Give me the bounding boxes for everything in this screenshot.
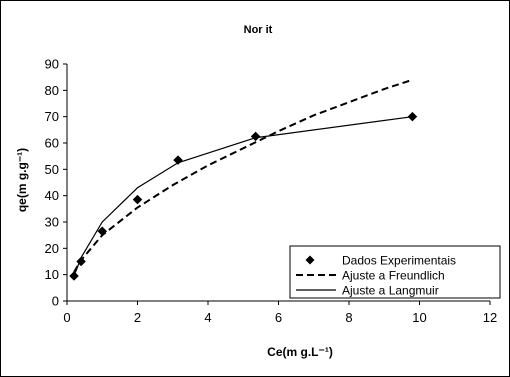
- y-tick-label: 30: [45, 215, 59, 230]
- data-point: [132, 194, 143, 205]
- x-tick-label: 6: [275, 310, 282, 325]
- y-axis-ticks: 0 10 20 30 40 50 60 70 80 90: [45, 57, 67, 309]
- y-tick-label: 80: [45, 83, 59, 98]
- x-tick-label: 0: [63, 310, 70, 325]
- data-point: [407, 111, 418, 122]
- y-axis-label: qe(m g.g⁻¹): [15, 148, 29, 212]
- data-point: [250, 131, 261, 142]
- data-point: [97, 226, 108, 237]
- legend-label: Ajuste a Langmuir: [342, 284, 439, 298]
- x-axis-ticks: 0 2 4 6 8 10 12: [63, 301, 497, 325]
- y-tick-label: 90: [45, 57, 59, 72]
- series-line-freundlich: [73, 78, 413, 273]
- legend-label: Dados Experimentais: [342, 254, 456, 268]
- series-markers: [69, 111, 418, 281]
- x-tick-label: 12: [483, 310, 497, 325]
- data-point: [173, 155, 183, 165]
- y-tick-label: 40: [45, 188, 59, 203]
- y-tick-label: 10: [45, 267, 59, 282]
- x-tick-label: 10: [412, 310, 426, 325]
- y-tick-label: 0: [52, 294, 59, 309]
- x-tick-label: 2: [134, 310, 141, 325]
- y-tick-label: 20: [45, 241, 59, 256]
- y-tick-label: 60: [45, 136, 59, 151]
- legend-marker: [305, 255, 315, 265]
- x-axis-label: Ce(m g.L⁻¹): [267, 345, 333, 359]
- legend-label: Ajuste a Freundlich: [342, 269, 445, 283]
- y-tick-label: 50: [45, 162, 59, 177]
- y-tick-label: 70: [45, 109, 59, 124]
- x-tick-label: 8: [345, 310, 352, 325]
- chart-title: Nor it: [244, 24, 273, 36]
- x-tick-label: 4: [204, 310, 211, 325]
- data-point: [69, 271, 79, 281]
- data-point: [76, 256, 86, 267]
- legend-box: [289, 245, 501, 299]
